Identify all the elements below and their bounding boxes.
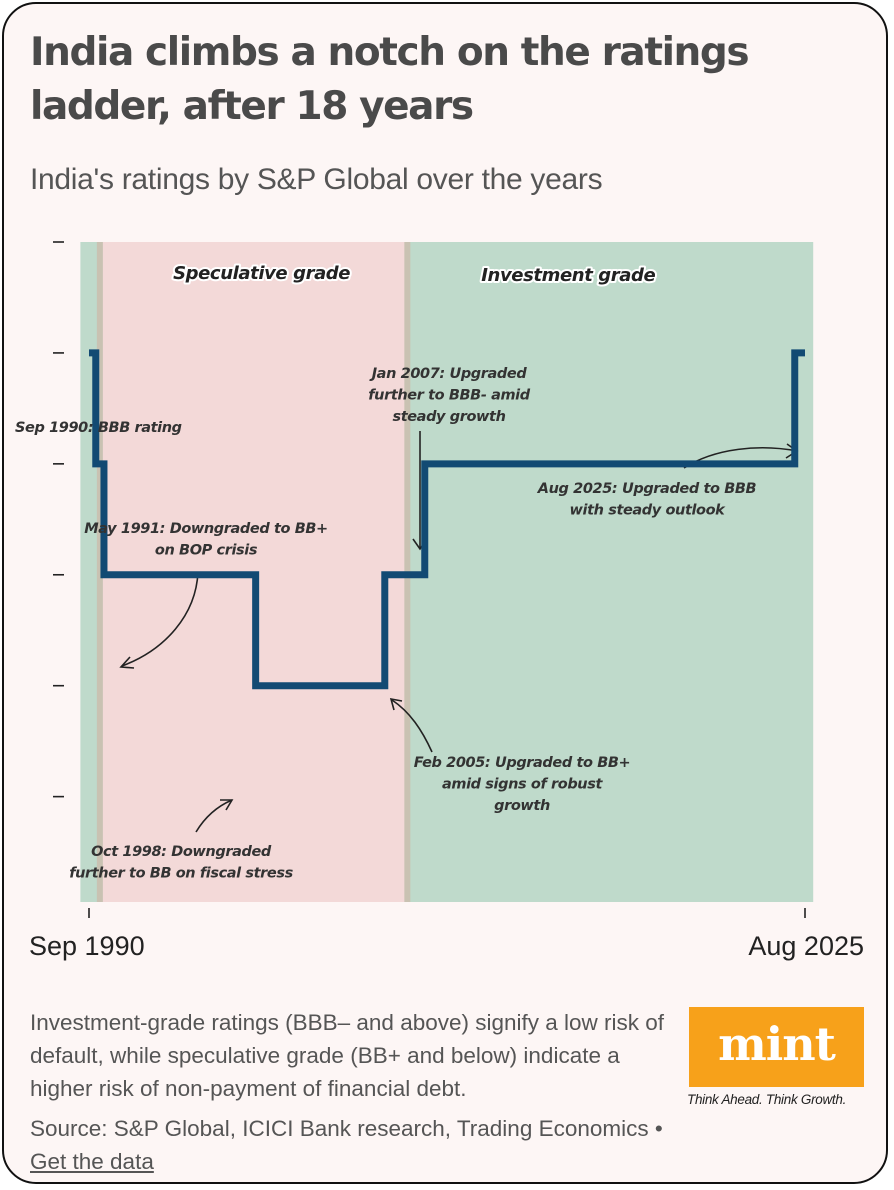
- source-note: Source: S&P Global, ICICI Bank research,…: [30, 1112, 670, 1178]
- annotation-oct1998-line-0: Oct 1998: Downgraded: [91, 844, 272, 860]
- annotation-aug2025: Aug 2025: Upgraded to BBB with steady out…: [537, 481, 757, 519]
- annotation-feb2005-line-0: Feb 2005: Upgraded to BB+: [414, 755, 631, 771]
- mint-logo-wordmark: mint: [718, 1017, 836, 1071]
- annotation-feb2005-line-2: growth: [494, 798, 550, 814]
- annotation-aug2025-line-0: Aug 2025: Upgraded to BBB: [537, 481, 757, 497]
- x-label-start: Sep 1990: [29, 931, 145, 961]
- arrow-oct1998-head: [220, 799, 234, 811]
- annotation-jan2007-line-2: steady growth: [392, 409, 505, 425]
- annotation-oct1998: Oct 1998: Downgraded further to BB on fis…: [69, 844, 293, 882]
- get-the-data-link[interactable]: Get the data: [30, 1149, 154, 1174]
- band-label-1: Speculative grade: [173, 263, 350, 284]
- annotation-may1991-line-0: May 1991: Downgraded to BB+: [84, 521, 328, 537]
- annotation-jan2007-line-0: Jan 2007: Upgraded: [369, 366, 528, 382]
- annotation-oct1998-line-1: further to BB on fiscal stress: [69, 866, 293, 882]
- series-layer: [89, 349, 805, 690]
- arrow-may1991-head: [119, 656, 135, 669]
- annotation-feb2005-line-1: amid signs of robust: [442, 777, 603, 793]
- source-text: Source: S&P Global, ICICI Bank research,…: [30, 1116, 663, 1141]
- annotation-aug2025-line-1: with steady outlook: [570, 503, 727, 519]
- annotation-jan2007-line-1: further to BBB- amid: [368, 388, 530, 404]
- band-2: [407, 242, 814, 902]
- annotation-sep1990: Sep 1990: BBB rating: [15, 420, 182, 436]
- series-line-0: [89, 349, 805, 690]
- ratings-chart: Speculative grade Investment grade Sep 199…: [15, 241, 864, 961]
- annotation-may1991-line-1: on BOP crisis: [155, 543, 258, 559]
- footnote: Investment-grade ratings (BBB– and above…: [30, 1010, 665, 1101]
- annotation-jan2007: Jan 2007: Upgraded further to BBB- amid st…: [368, 366, 530, 425]
- band-divider-0: [96, 242, 103, 902]
- ticks-layer: [53, 241, 806, 918]
- arrow-feb2005-head: [389, 697, 403, 711]
- band-label-2: Investment grade: [481, 265, 655, 286]
- annotation-may1991: May 1991: Downgraded to BB+ on BOP crisis: [84, 521, 328, 559]
- brand-tagline: Think Ahead. Think Growth.: [687, 1092, 847, 1107]
- chart-title: India climbs a notch on the ratings ladd…: [30, 30, 750, 129]
- labels-layer: Speculative grade Investment grade Sep 199…: [15, 261, 757, 882]
- mint-logo: mint: [689, 1007, 864, 1087]
- arrow-oct1998: [195, 799, 233, 833]
- annotation-sep1990-line-0: Sep 1990: BBB rating: [15, 420, 182, 436]
- arrow-may1991: [121, 571, 199, 667]
- x-label-end: Aug 2025: [748, 931, 864, 961]
- chart-subtitle: India's ratings by S&P Global over the y…: [30, 163, 603, 196]
- annotation-feb2005: Feb 2005: Upgraded to BB+ amid signs of r…: [414, 755, 631, 814]
- arrow-feb2005: [391, 699, 433, 753]
